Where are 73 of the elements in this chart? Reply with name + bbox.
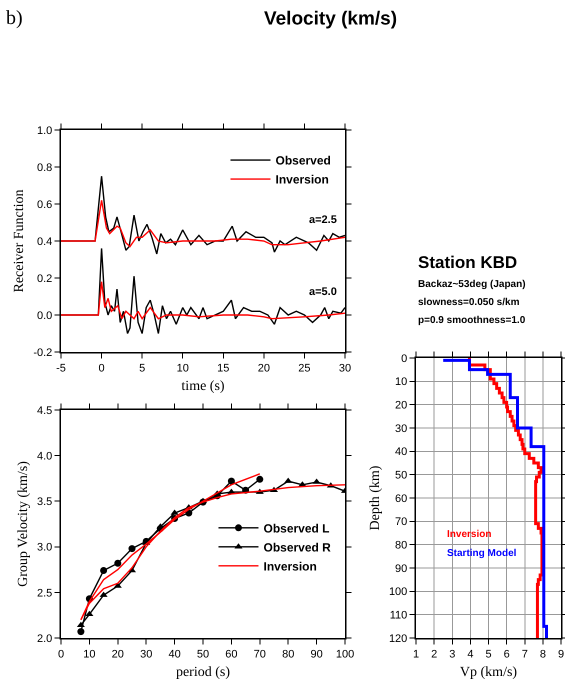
y-tick-label: 1.0	[37, 124, 52, 137]
x-tick-label: 40	[168, 648, 181, 661]
x-tick-label: 5	[485, 648, 492, 661]
x-axis-title: time (s)	[181, 378, 225, 394]
x-tick-label: 6	[504, 648, 510, 661]
legend-label: Observed	[275, 154, 331, 168]
x-tick-label: 0	[58, 648, 64, 661]
chart-subtitle: Backaz~53deg (Japan) slowness=0.050 s/km p=0.9 smoothness=1.0	[418, 279, 526, 326]
y-tick-label: 30	[395, 422, 408, 435]
x-tick-label: 70	[254, 648, 266, 661]
x-tick-label: 9	[558, 648, 564, 661]
x-tick-label: 30	[338, 362, 352, 375]
annotation: a=5.0	[309, 286, 337, 298]
y-tick-label: 3.5	[37, 496, 52, 508]
legend-label: Observed L	[263, 521, 330, 536]
y-tick-label: 2.5	[37, 587, 52, 600]
y-tick-label: 60	[395, 492, 408, 505]
x-tick-label: 80	[282, 648, 294, 661]
x-tick-label: 20	[258, 362, 270, 375]
legend-label: Inversion	[263, 559, 317, 574]
legend-label: Inversion	[275, 172, 329, 187]
y-tick-label: 70	[395, 516, 408, 528]
y-tick-label: 90	[395, 562, 408, 575]
y-tick-label: 40	[395, 446, 408, 458]
x-tick-label: 100	[336, 648, 354, 661]
x-tick-label: 25	[298, 362, 311, 375]
x-tick-label: 0	[98, 362, 105, 375]
x-tick-label: 8	[540, 648, 546, 661]
y-axis-title: Depth (km)	[368, 465, 383, 530]
x-tick-label: 15	[217, 362, 230, 375]
x-tick-label: 2	[431, 648, 438, 661]
chart-title: Station KBD	[418, 252, 518, 272]
y-tick-label: 110	[390, 610, 408, 622]
y-tick-label: 10	[395, 376, 408, 388]
chart-title: Velocity (km/s)	[264, 8, 398, 30]
x-tick-label: 4	[467, 648, 474, 661]
x-tick-label: 60	[225, 648, 238, 661]
y-tick-label: 2.0	[37, 632, 52, 645]
x-tick-label: 10	[176, 362, 189, 375]
y-tick-label: -0.2	[33, 346, 52, 359]
x-axis-title: period (s)	[176, 664, 230, 680]
text: Starting Model	[447, 548, 517, 559]
y-tick-label: 0.2	[37, 272, 52, 285]
y-axis-title: Group Velocity (km/s)	[16, 460, 31, 587]
y-tick-label: 0.8	[37, 162, 52, 174]
x-tick-label: 20	[112, 648, 124, 661]
y-tick-label: 0.4	[37, 236, 52, 248]
annotation: a=2.5	[309, 214, 337, 226]
y-tick-label: 20	[395, 400, 408, 412]
x-axis-title: Vp (km/s)	[460, 664, 518, 680]
y-tick-label: 0.0	[37, 310, 52, 322]
x-tick-label: 50	[196, 648, 210, 661]
text: b)	[6, 7, 23, 29]
y-tick-label: 4.5	[37, 404, 52, 417]
x-tick-label: 10	[83, 648, 96, 661]
y-tick-label: 120	[388, 632, 408, 645]
y-tick-label: 3.0	[37, 542, 52, 554]
x-tick-label: 30	[140, 648, 152, 661]
x-tick-label: 1	[412, 648, 420, 661]
x-tick-label: 5	[139, 362, 146, 375]
x-tick-label: 90	[310, 648, 323, 661]
x-tick-label: -5	[56, 362, 66, 375]
y-tick-label: 80	[395, 540, 408, 552]
text: Inversion	[447, 529, 492, 540]
y-tick-label: 50	[395, 470, 408, 482]
y-tick-label: 0.6	[37, 198, 52, 211]
y-tick-label: 100	[388, 586, 408, 598]
x-tick-label: 7	[522, 648, 528, 661]
y-tick-label: 4.0	[37, 450, 52, 462]
y-tick-label: 0	[401, 352, 408, 365]
legend-label: Observed R	[263, 540, 332, 554]
x-tick-label: 3	[449, 648, 456, 661]
y-axis-title: Receiver Function	[12, 189, 28, 293]
